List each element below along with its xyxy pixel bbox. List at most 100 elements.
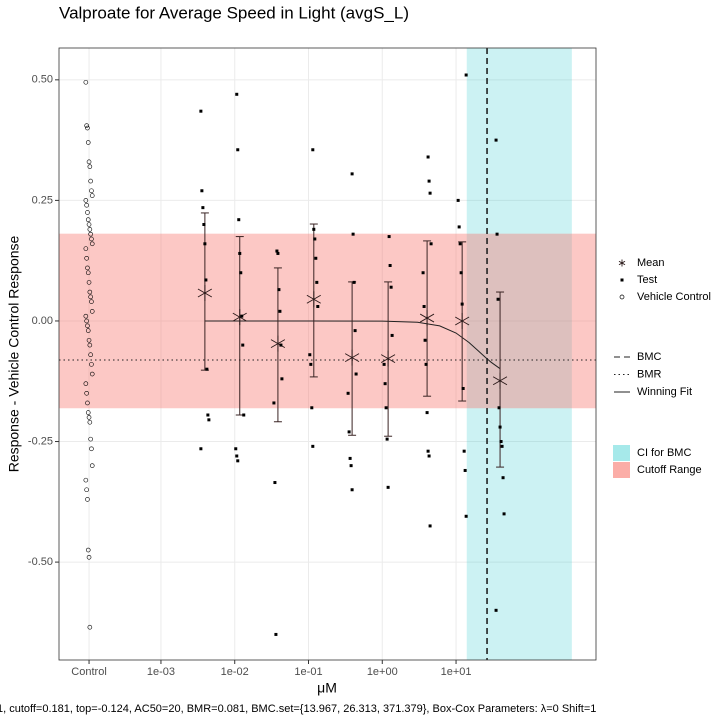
test-point xyxy=(274,632,278,636)
control-point xyxy=(86,280,92,285)
test-point xyxy=(311,148,315,152)
test-point xyxy=(235,454,239,458)
y-axis-label: Response - Vehicle Control Response xyxy=(6,235,22,472)
mean-marker xyxy=(419,310,435,327)
control-point xyxy=(88,178,93,184)
control-point xyxy=(89,188,94,194)
test-point xyxy=(456,198,460,202)
control-point xyxy=(85,140,91,145)
test-point xyxy=(390,333,394,337)
control-point xyxy=(86,222,92,227)
asterisk-stroke xyxy=(197,288,213,298)
test-point xyxy=(497,406,501,410)
test-point xyxy=(202,223,206,227)
test-point xyxy=(353,329,357,333)
test-point xyxy=(236,148,240,152)
control-point xyxy=(86,554,92,560)
control-point xyxy=(87,342,93,348)
control-point xyxy=(85,323,90,329)
y-tick-label: -0.50 xyxy=(28,556,53,568)
chart-title: Valproate for Average Speed in Light (av… xyxy=(59,3,409,22)
legend-marker xyxy=(619,294,625,300)
control-point xyxy=(89,371,95,377)
test-point xyxy=(241,343,245,347)
control-point xyxy=(85,497,90,502)
asterisk-stroke xyxy=(380,354,396,363)
control-point xyxy=(84,391,89,396)
x-tick-label: 1e+01 xyxy=(441,666,472,678)
control-point xyxy=(83,477,89,483)
test-point xyxy=(496,297,500,301)
control-point xyxy=(85,217,91,222)
test-point xyxy=(277,288,281,292)
control-point xyxy=(85,210,90,215)
test-point xyxy=(349,464,353,468)
test-point xyxy=(464,514,468,518)
test-point xyxy=(276,251,280,255)
legend-label: Cutoff Range xyxy=(637,464,702,476)
test-point xyxy=(239,271,243,275)
x-tick-label: 1e-03 xyxy=(147,666,175,678)
control-point xyxy=(87,227,93,232)
control-point xyxy=(88,352,93,358)
control-point xyxy=(84,487,89,493)
test-point xyxy=(234,447,238,451)
asterisk-stroke xyxy=(232,312,247,322)
test-point xyxy=(459,271,463,275)
test-point xyxy=(238,251,242,255)
asterisk-stroke xyxy=(455,316,470,326)
test-point xyxy=(385,437,389,441)
legend-label: Test xyxy=(637,274,657,286)
test-point xyxy=(428,191,432,195)
control-point xyxy=(84,255,89,261)
test-point xyxy=(350,488,354,492)
test-point xyxy=(463,468,467,472)
test-point xyxy=(464,73,468,77)
y-tick-label: 0.00 xyxy=(32,315,53,327)
mean-marker xyxy=(197,284,213,301)
test-point xyxy=(388,264,392,268)
test-point xyxy=(382,362,386,366)
test-point xyxy=(351,232,355,236)
test-point xyxy=(308,353,312,357)
test-point xyxy=(462,449,466,453)
test-point xyxy=(280,377,284,381)
test-point xyxy=(383,382,387,386)
control-point xyxy=(89,299,94,304)
x-axis-label: μM xyxy=(317,680,337,696)
mean-marker xyxy=(306,291,321,308)
y-tick-label: 0.25 xyxy=(32,194,53,206)
control-point xyxy=(84,123,89,128)
test-point xyxy=(424,362,428,366)
test-point xyxy=(428,524,432,528)
test-point xyxy=(386,485,390,489)
test-point xyxy=(310,406,314,410)
control-point xyxy=(87,419,93,425)
asterisk-stroke xyxy=(618,260,626,266)
ci-band xyxy=(466,48,572,660)
test-point xyxy=(203,242,207,246)
test-point xyxy=(311,444,315,448)
mean-marker xyxy=(344,349,360,366)
test-point xyxy=(207,418,211,422)
test-point xyxy=(502,512,506,516)
test-point xyxy=(423,338,427,342)
test-point xyxy=(426,155,430,159)
mean-marker xyxy=(380,350,396,367)
control-point xyxy=(83,381,89,386)
control-point xyxy=(88,436,93,442)
control-point xyxy=(86,415,92,420)
test-point xyxy=(347,430,351,434)
y-tick-label: 0.50 xyxy=(32,74,53,86)
control-point xyxy=(84,202,89,208)
test-point xyxy=(278,309,282,313)
test-point xyxy=(240,314,244,318)
test-point xyxy=(498,425,502,429)
control-point xyxy=(84,318,89,324)
test-point xyxy=(501,476,505,480)
control-point xyxy=(85,410,91,415)
legend-key xyxy=(613,462,630,478)
test-point xyxy=(389,285,393,289)
control-point xyxy=(85,547,91,553)
